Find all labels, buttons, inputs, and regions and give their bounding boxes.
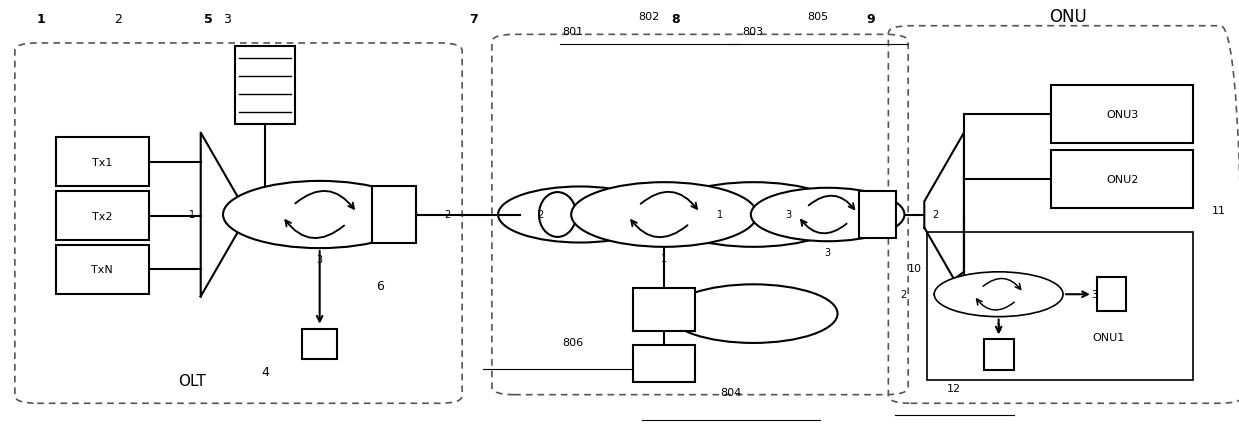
Text: 1: 1	[662, 253, 667, 263]
Text: 8: 8	[672, 13, 679, 26]
Bar	[302, 329, 337, 359]
Text: ONU3: ONU3	[1106, 110, 1139, 120]
Ellipse shape	[539, 193, 576, 237]
Text: 3: 3	[825, 247, 830, 258]
Bar	[235, 47, 295, 125]
Circle shape	[660, 183, 846, 247]
Text: 3: 3	[223, 13, 230, 26]
Bar	[859, 191, 896, 239]
Text: 1: 1	[717, 210, 722, 220]
Bar	[1051, 150, 1193, 209]
Text: 3: 3	[317, 254, 322, 264]
Bar	[372, 187, 416, 243]
Text: 7: 7	[468, 13, 478, 26]
Text: 12: 12	[947, 383, 961, 393]
Text: 11: 11	[1212, 206, 1227, 216]
Circle shape	[669, 285, 838, 343]
Text: 3: 3	[786, 210, 790, 220]
Circle shape	[223, 181, 416, 249]
Bar	[56, 245, 149, 295]
Bar	[633, 288, 695, 331]
Circle shape	[934, 272, 1063, 317]
Bar	[1051, 86, 1193, 144]
Text: ONU1: ONU1	[1093, 332, 1125, 343]
Text: 6: 6	[377, 280, 384, 292]
Text: 2: 2	[900, 289, 907, 300]
Polygon shape	[201, 133, 240, 297]
Bar	[56, 191, 149, 241]
Circle shape	[571, 183, 757, 247]
Text: 3: 3	[1092, 289, 1097, 300]
Text: 1: 1	[190, 210, 195, 220]
Text: 5: 5	[203, 13, 213, 26]
Text: 9: 9	[867, 13, 875, 26]
Text: 2: 2	[114, 13, 121, 26]
Ellipse shape	[584, 193, 621, 237]
Text: ONU: ONU	[1049, 8, 1087, 26]
Text: 4: 4	[261, 366, 269, 378]
Text: 803: 803	[742, 27, 764, 37]
Text: OLT: OLT	[178, 373, 206, 388]
Text: 804: 804	[720, 387, 742, 397]
Text: 2: 2	[536, 210, 544, 220]
Text: 806: 806	[561, 337, 584, 347]
Text: TxN: TxN	[92, 265, 113, 275]
Text: 2: 2	[932, 210, 939, 220]
Text: 10: 10	[907, 264, 922, 274]
Ellipse shape	[498, 187, 662, 243]
Text: 802: 802	[638, 12, 660, 22]
Text: 805: 805	[807, 12, 829, 22]
Text: Tx1: Tx1	[92, 157, 113, 167]
Text: Tx2: Tx2	[92, 211, 113, 221]
Text: 801: 801	[561, 27, 584, 37]
Text: 2: 2	[444, 210, 451, 220]
Text: 1: 1	[996, 322, 1001, 333]
Text: 1: 1	[36, 13, 46, 26]
Text: ONU2: ONU2	[1106, 174, 1139, 184]
Polygon shape	[924, 133, 964, 297]
Bar	[56, 138, 149, 187]
Circle shape	[751, 188, 904, 242]
Bar	[1097, 277, 1126, 312]
Bar	[984, 340, 1014, 370]
Bar	[633, 345, 695, 382]
Bar	[927, 232, 1193, 381]
